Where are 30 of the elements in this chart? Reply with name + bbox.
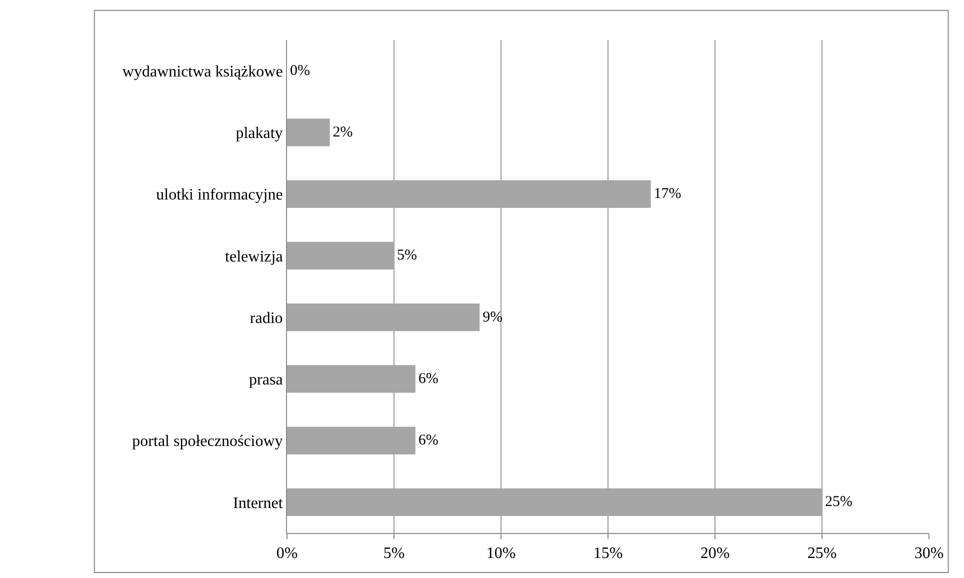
y-tick-label: portal społecznościowy [132, 433, 283, 450]
data-label: 25% [825, 494, 852, 510]
y-tick-label: prasa [249, 372, 283, 389]
bar [287, 180, 651, 208]
y-tick-label: Internet [233, 494, 284, 512]
y-tick-label: ulotki informacyjne [156, 186, 283, 204]
y-tick-label: telewizja [225, 248, 283, 266]
x-tick-label: 20% [700, 545, 730, 562]
bar [287, 426, 416, 454]
bar [287, 488, 822, 516]
x-tick-label: 10% [486, 545, 516, 562]
bar [287, 303, 480, 332]
bar [287, 118, 330, 146]
data-label: 9% [482, 309, 503, 326]
data-label: 6% [418, 432, 438, 449]
y-tick-label: wydawnictwa książkowe [122, 63, 283, 80]
data-label: 2% [332, 124, 353, 140]
y-tick-label: radio [250, 310, 283, 327]
bar [287, 242, 394, 270]
data-label: 17% [654, 186, 682, 202]
data-label: 6% [418, 370, 438, 387]
y-tick-label: plakaty [236, 125, 283, 142]
bar [287, 365, 416, 393]
x-tick-label: 0% [276, 545, 298, 562]
data-label: 0% [290, 62, 310, 79]
x-tick-label: 5% [383, 545, 405, 562]
x-tick-label: 15% [593, 545, 623, 562]
data-label: 5% [397, 248, 417, 264]
x-tick-label: 30% [914, 545, 944, 562]
x-tick-label: 25% [807, 545, 837, 562]
